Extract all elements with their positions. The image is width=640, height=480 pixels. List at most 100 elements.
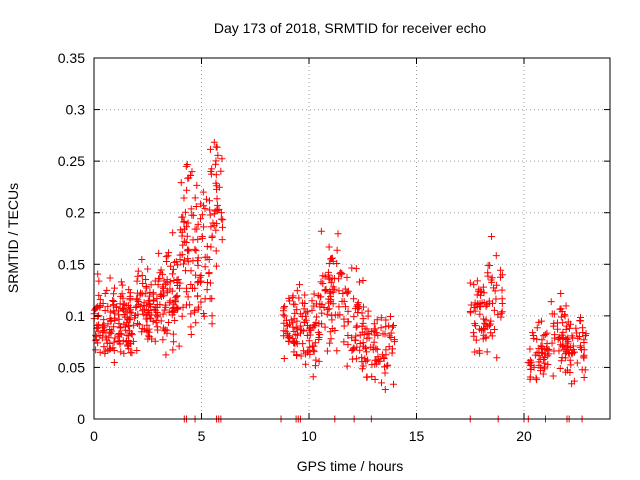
data-point <box>325 259 333 267</box>
data-point <box>296 322 304 330</box>
data-point <box>338 270 346 278</box>
data-point <box>125 332 133 340</box>
data-point <box>579 324 587 332</box>
data-point <box>541 365 549 373</box>
data-point <box>203 253 211 261</box>
data-point <box>115 320 123 328</box>
data-point <box>283 322 291 330</box>
data-point <box>180 217 188 225</box>
data-point <box>526 345 534 353</box>
data-point <box>390 380 398 388</box>
data-point <box>359 315 367 323</box>
data-point <box>169 270 177 278</box>
data-point <box>173 293 181 301</box>
data-point <box>492 295 500 303</box>
data-point <box>187 267 195 275</box>
data-point <box>139 280 147 288</box>
y-tick-label: 0.05 <box>58 359 85 375</box>
data-point <box>371 360 379 368</box>
data-point <box>290 300 298 308</box>
data-point <box>340 315 348 323</box>
data-point <box>146 288 154 296</box>
data-point <box>359 339 367 347</box>
data-point <box>557 341 565 349</box>
data-point <box>539 370 547 378</box>
data-point <box>292 324 300 332</box>
data-point <box>212 262 220 270</box>
data-point <box>476 310 484 318</box>
data-point <box>187 205 195 213</box>
data-point <box>208 234 216 242</box>
x-axis-label: GPS time / hours <box>297 458 404 474</box>
data-point <box>208 295 216 303</box>
data-point <box>300 305 308 313</box>
data-point <box>361 325 369 333</box>
data-point <box>303 332 311 340</box>
data-point <box>557 357 565 365</box>
data-point <box>580 374 588 382</box>
data-point <box>309 346 317 354</box>
data-point <box>386 312 394 320</box>
data-point <box>358 309 366 317</box>
data-point <box>348 355 356 363</box>
data-point <box>356 339 364 347</box>
data-point <box>351 336 359 344</box>
data-point <box>200 312 208 320</box>
data-point <box>165 308 173 316</box>
data-point <box>483 348 491 356</box>
data-point <box>106 339 114 347</box>
data-point <box>138 328 146 336</box>
data-point <box>321 273 329 281</box>
data-point <box>482 316 490 324</box>
data-point <box>364 312 372 320</box>
data-point <box>296 310 304 318</box>
data-point <box>581 366 589 374</box>
data-point <box>306 343 314 351</box>
data-point <box>213 206 221 214</box>
data-point <box>111 334 119 342</box>
data-point <box>387 333 395 341</box>
data-point <box>328 254 336 262</box>
data-point <box>101 289 109 297</box>
data-point <box>479 283 487 291</box>
data-point <box>315 357 323 365</box>
data-point <box>154 326 162 334</box>
data-point <box>333 246 341 254</box>
data-point <box>344 307 352 315</box>
data-point <box>172 303 180 311</box>
data-point <box>343 362 351 370</box>
data-point <box>182 238 190 246</box>
data-point <box>205 270 213 278</box>
data-point <box>363 356 371 364</box>
data-point <box>191 194 199 202</box>
data-point <box>298 326 306 334</box>
data-point <box>142 302 150 310</box>
data-point <box>193 181 201 189</box>
data-point <box>371 331 379 339</box>
data-point <box>498 295 506 303</box>
data-point <box>573 329 581 337</box>
data-point <box>154 281 162 289</box>
data-point <box>320 303 328 311</box>
data-point <box>372 356 380 364</box>
data-point <box>214 151 222 159</box>
data-point <box>174 261 182 269</box>
data-point <box>327 255 335 263</box>
data-point <box>335 303 343 311</box>
data-point <box>576 342 584 350</box>
data-point <box>146 301 154 309</box>
data-point <box>161 301 169 309</box>
data-point <box>206 197 214 205</box>
data-point <box>493 281 501 289</box>
data-point <box>160 277 168 285</box>
data-point <box>498 271 506 279</box>
data-point <box>474 300 482 308</box>
data-point <box>179 241 187 249</box>
data-point <box>572 324 580 332</box>
data-point <box>185 174 193 182</box>
data-point <box>115 311 123 319</box>
data-point <box>335 275 343 283</box>
data-point <box>569 334 577 342</box>
data-point <box>302 360 310 368</box>
data-point <box>120 349 128 357</box>
